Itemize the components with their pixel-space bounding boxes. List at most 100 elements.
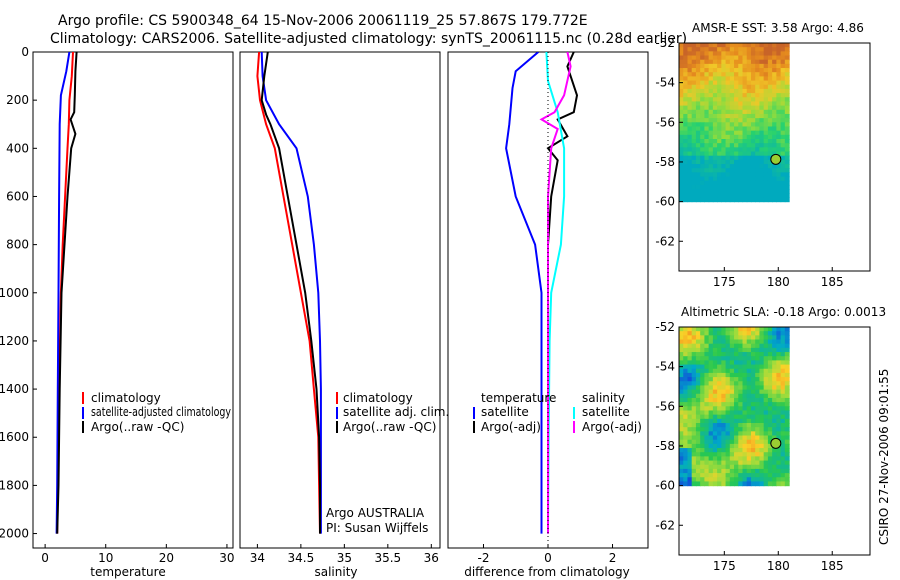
heatmap-cell: [763, 410, 769, 416]
x-tick-label: 180: [767, 559, 790, 573]
heatmap-cell: [742, 59, 748, 65]
heatmap-cell: [750, 172, 756, 178]
x-tick-label: 185: [821, 559, 844, 573]
heatmap-cell: [763, 439, 769, 445]
heatmap-cell: [742, 97, 748, 103]
heatmap-cell: [742, 197, 748, 203]
heatmap-cell: [695, 456, 701, 462]
heatmap-cell: [755, 327, 761, 332]
heatmap-cell: [712, 364, 718, 370]
heatmap-cell: [691, 80, 697, 86]
heatmap-cell: [691, 352, 697, 357]
heatmap-cell: [708, 331, 714, 336]
heatmap-cell: [772, 139, 777, 144]
heatmap-cell: [750, 372, 756, 378]
heatmap-cell: [721, 343, 727, 349]
heatmap-cell: [776, 414, 782, 420]
heatmap-cell: [763, 448, 769, 453]
heatmap-cell: [738, 59, 744, 65]
heatmap-cell: [780, 88, 786, 94]
heatmap-cell: [780, 43, 786, 48]
heatmap-cell: [738, 352, 744, 357]
heatmap-cell: [734, 410, 739, 416]
heatmap-cell: [695, 88, 701, 94]
heatmap-cell: [691, 393, 697, 399]
heatmap-cell: [691, 372, 697, 378]
heatmap-cell: [742, 464, 748, 470]
heatmap-cell: [767, 343, 773, 349]
heatmap-cell: [750, 435, 756, 441]
heatmap-cell: [704, 356, 710, 361]
heatmap-cell: [683, 139, 689, 144]
heatmap-cell: [725, 435, 731, 441]
heatmap-cell: [750, 63, 756, 69]
heatmap-cell: [772, 368, 777, 374]
heatmap-cell: [717, 63, 722, 69]
heatmap-cell: [780, 101, 786, 107]
heatmap-cell: [721, 377, 727, 382]
heatmap-cell: [729, 55, 735, 61]
heatmap-cell: [708, 76, 714, 82]
heatmap-cell: [729, 172, 735, 178]
heatmap-cell: [734, 109, 739, 115]
heatmap-cell: [759, 456, 765, 462]
heatmap-cell: [780, 197, 786, 203]
heatmap-cell: [759, 126, 765, 132]
heatmap-cell: [767, 168, 773, 173]
heatmap-cell: [776, 410, 782, 416]
heatmap-cell: [776, 126, 782, 132]
heatmap-cell: [734, 368, 739, 374]
heatmap-cell: [784, 47, 790, 52]
heatmap-cell: [780, 372, 786, 378]
heatmap-cell: [776, 347, 782, 353]
heatmap-cell: [712, 88, 718, 94]
heatmap-cell: [767, 406, 773, 412]
heatmap-cell: [691, 180, 697, 186]
heatmap-cell: [725, 343, 731, 349]
heatmap-cell: [683, 68, 689, 73]
heatmap-cell: [755, 143, 761, 148]
heatmap-cell: [776, 364, 782, 370]
heatmap-cell: [763, 356, 769, 361]
heatmap-cell: [679, 343, 684, 349]
heatmap-cell: [742, 109, 748, 115]
heatmap-cell: [679, 402, 684, 407]
heatmap-cell: [708, 134, 714, 140]
heatmap-cell: [729, 118, 735, 123]
heatmap-cell: [721, 51, 727, 57]
heatmap-cell: [772, 339, 777, 345]
heatmap-cell: [717, 473, 722, 478]
heatmap-cell: [700, 55, 705, 61]
heatmap-cell: [784, 360, 790, 366]
y-tick-label: -56: [655, 399, 675, 413]
heatmap-cell: [780, 356, 786, 361]
heatmap-cell: [712, 427, 718, 432]
heatmap-cell: [763, 43, 769, 48]
heatmap-cell: [742, 452, 748, 457]
temperature-series-group: [55, 52, 78, 534]
heatmap-cell: [755, 339, 761, 345]
heatmap-cell: [691, 347, 697, 353]
heatmap-cell: [695, 406, 701, 412]
heatmap-cell: [750, 356, 756, 361]
heatmap-cell: [683, 460, 689, 466]
heatmap-cell: [683, 193, 689, 199]
heatmap-cell: [717, 439, 722, 445]
heatmap-cell: [679, 389, 684, 395]
heatmap-cell: [683, 372, 689, 378]
heatmap-cell: [780, 364, 786, 370]
heatmap-cell: [767, 410, 773, 416]
heatmap-cell: [695, 113, 701, 119]
heatmap-cell: [742, 360, 748, 366]
heatmap-cell: [700, 402, 705, 407]
heatmap-cell: [780, 84, 786, 90]
heatmap-cell: [750, 134, 756, 140]
heatmap-cell: [721, 427, 727, 432]
heatmap-cell: [767, 460, 773, 466]
heatmap-cell: [780, 51, 786, 57]
heatmap-cell: [725, 368, 731, 374]
heatmap-cell: [695, 126, 701, 132]
heatmap-cell: [750, 477, 756, 483]
heatmap-cell: [695, 172, 701, 178]
heatmap-cell: [767, 55, 773, 61]
